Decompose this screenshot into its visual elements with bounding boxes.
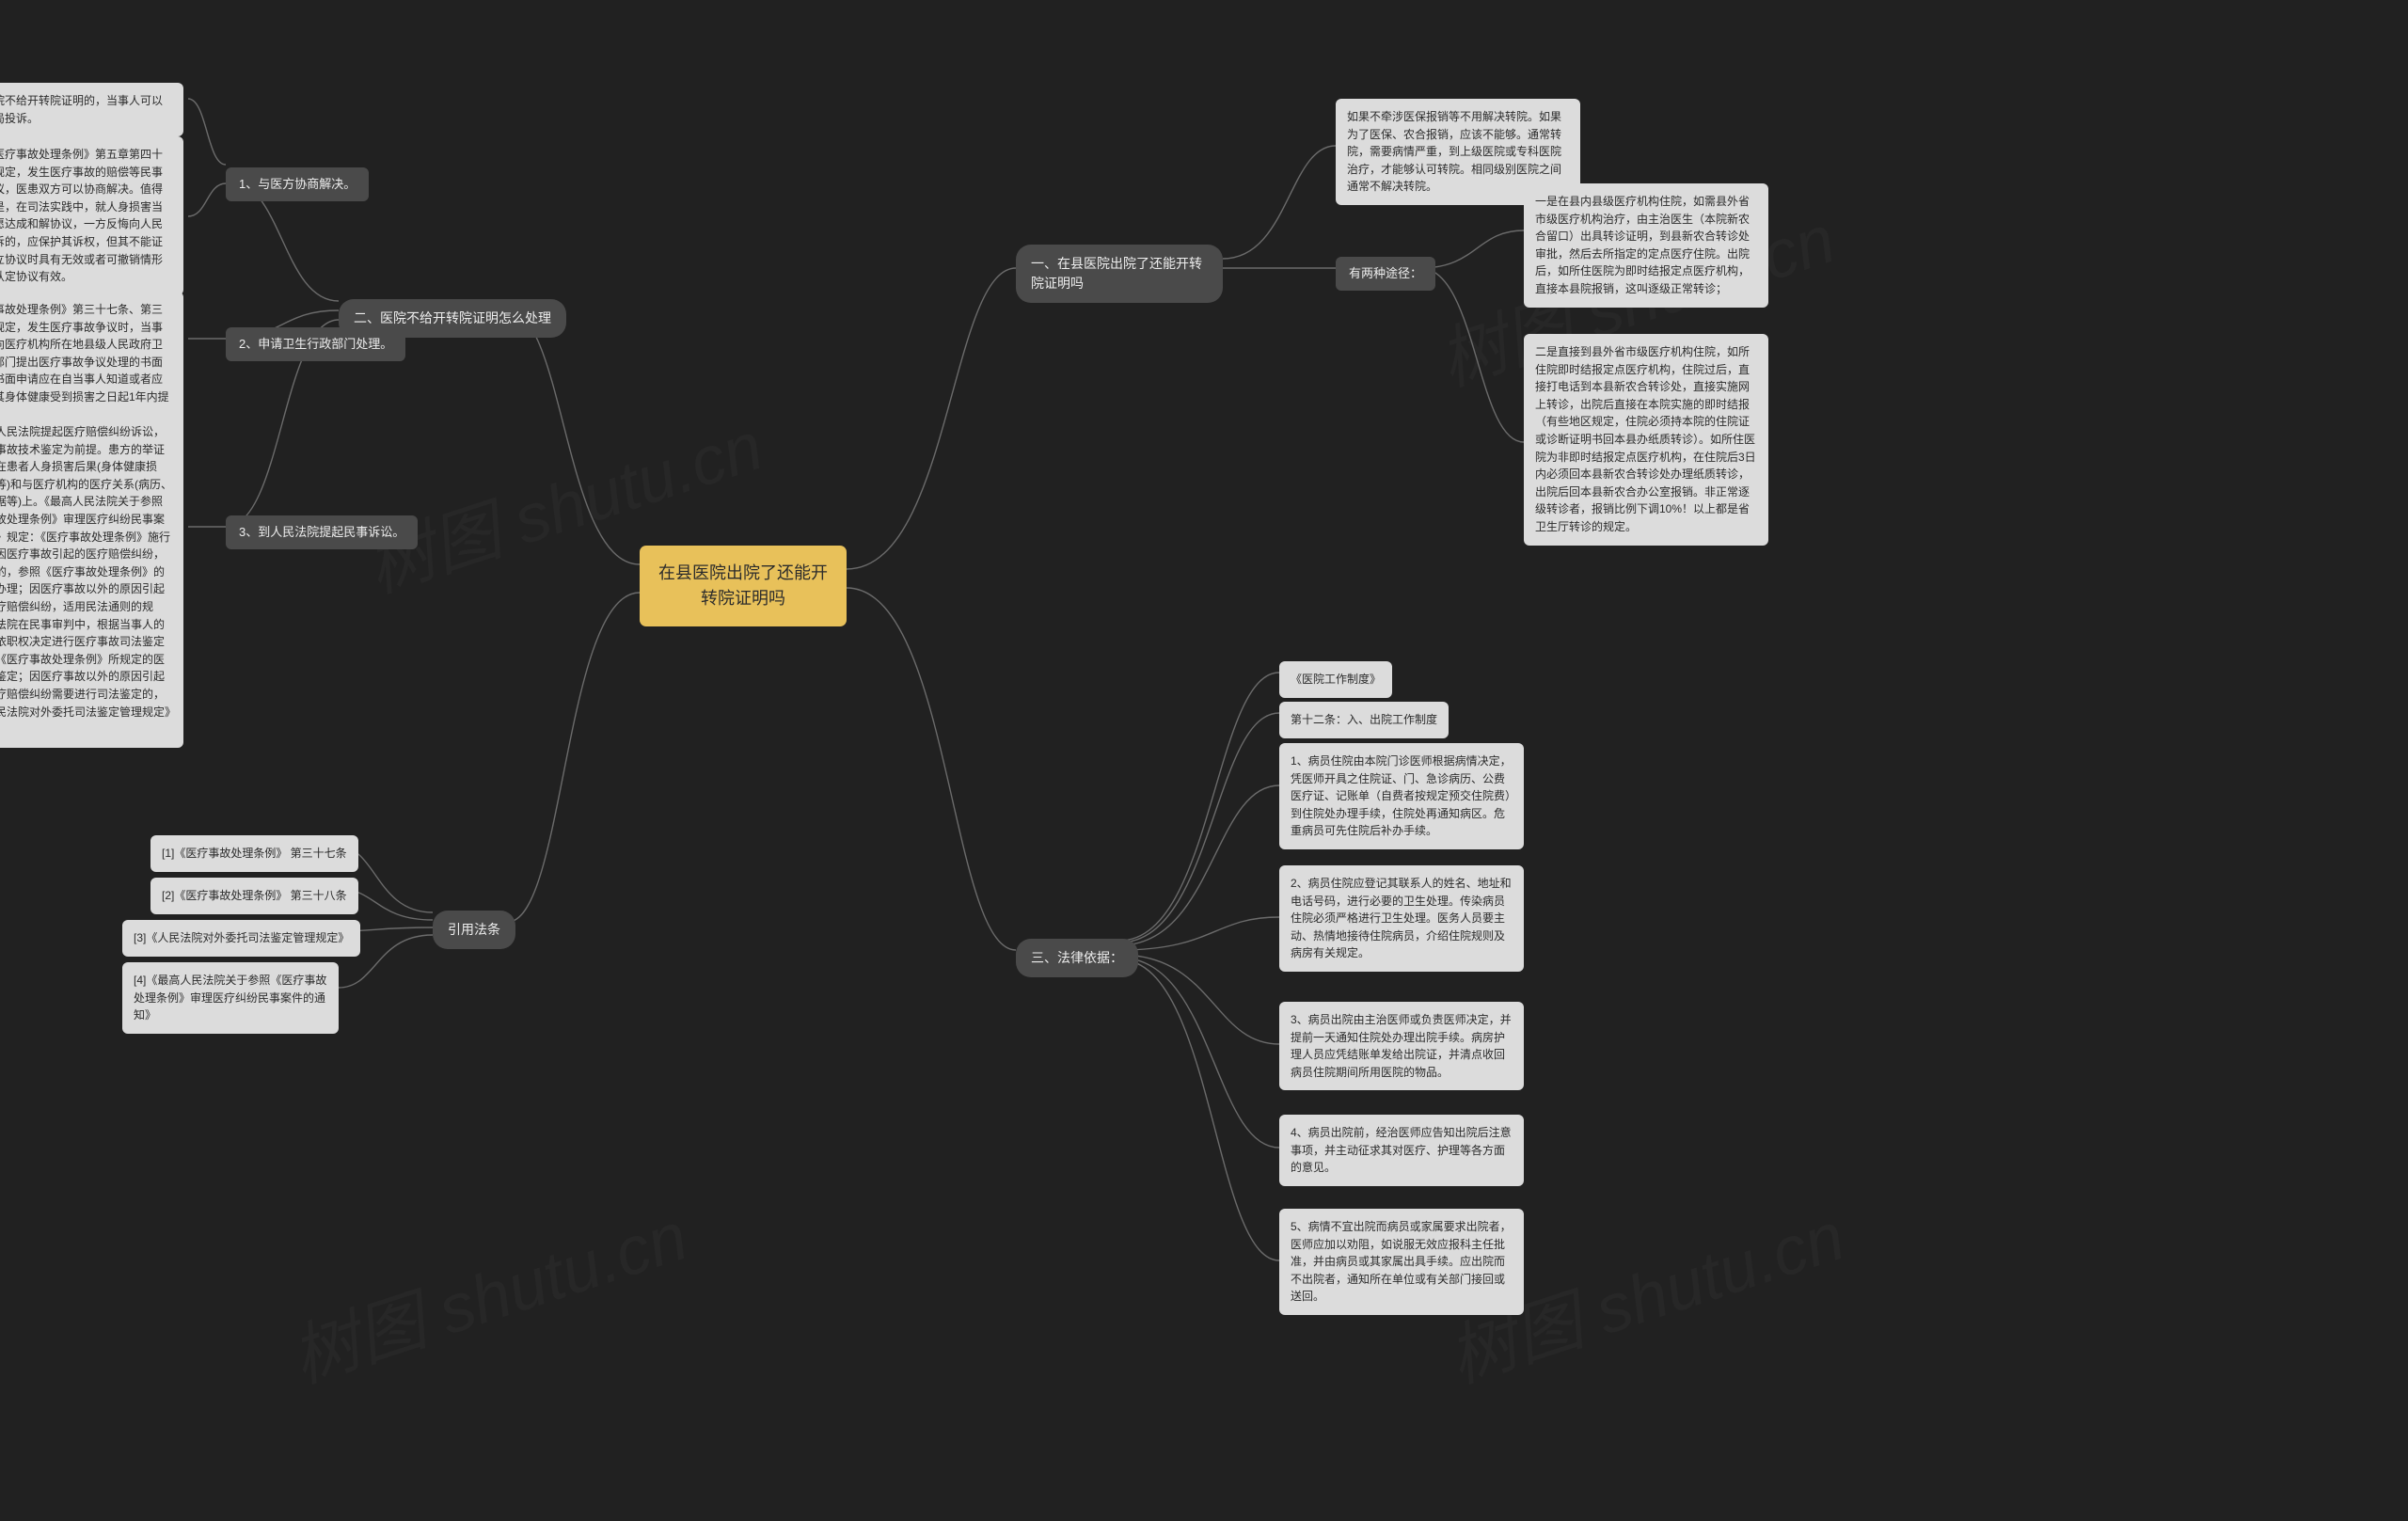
mindmap-edges (0, 0, 2408, 1521)
branch2-sub3[interactable]: 3、到人民法院提起民事诉讼。 (226, 515, 418, 549)
branch3-leaf-c: 1、病员住院由本院门诊医师根据病情决定，凭医师开具之住院证、门、急诊病历、公费医… (1279, 743, 1524, 849)
branch2-leaf1b: 依据《医疗事故处理条例》第五章第四十六条之规定，发生医疗事故的赔偿等民事责任争议… (0, 136, 183, 295)
branch2-leaf2: 《医疗事故处理条例》第三十七条、第三十八条规定，发生医疗事故争议时，当事人可以向… (0, 292, 183, 433)
branch4-leaf4: [4]《最高人民法院关于参照《医疗事故处理条例》审理医疗纠纷民事案件的通知》 (122, 962, 339, 1034)
branch3-leaf-g: 5、病情不宜出院而病员或家属要求出院者，医师应加以劝阻，如说服无效应报科主任批准… (1279, 1209, 1524, 1315)
branch-4[interactable]: 引用法条 (433, 911, 515, 949)
branch2-leaf3: 目前，到人民法院提起医疗赔偿纠纷诉讼，不以医疗事故技术鉴定为前提。患方的举证责任… (0, 414, 183, 748)
branch3-leaf-d: 2、病员住院应登记其联系人的姓名、地址和电话号码，进行必要的卫生处理。传染病员住… (1279, 865, 1524, 972)
branch3-leaf-a: 《医院工作制度》 (1279, 661, 1392, 698)
root-node[interactable]: 在县医院出院了还能开转院证明吗 (640, 546, 847, 626)
branch4-leaf3: [3]《人民法院对外委托司法鉴定管理规定》 (122, 920, 360, 957)
watermark: 树图 shutu.cn (277, 1180, 697, 1402)
branch4-leaf2: [2]《医疗事故处理条例》 第三十八条 (150, 878, 358, 914)
branch3-leaf-f: 4、病员出院前，经治医师应告知出院后注意事项，并主动征求其对医疗、护理等各方面的… (1279, 1115, 1524, 1186)
branch2-sub2[interactable]: 2、申请卫生行政部门处理。 (226, 327, 405, 361)
branch4-leaf1: [1]《医疗事故处理条例》 第三十七条 (150, 835, 358, 872)
branch1-leaf-b1: 一是在县内县级医疗机构住院，如需县外省市级医疗机构治疗，由主治医生（本院新农合留… (1524, 183, 1768, 308)
branch3-leaf-e: 3、病员出院由主治医师或负责医师决定，并提前一天通知住院处办理出院手续。病房护理… (1279, 1002, 1524, 1090)
branch2-sub1[interactable]: 1、与医方协商解决。 (226, 167, 369, 201)
branch-3[interactable]: 三、法律依据： (1016, 939, 1138, 977)
branch1-leaf-b2: 二是直接到县外省市级医疗机构住院，如所住院即时结报定点医疗机构，住院过后，直接打… (1524, 334, 1768, 546)
branch3-leaf-b: 第十二条：入、出院工作制度 (1279, 702, 1449, 738)
branch1-sub-b[interactable]: 有两种途径： (1336, 257, 1435, 291)
branch-1[interactable]: 一、在县医院出院了还能开转院证明吗 (1016, 245, 1223, 303)
branch2-leaf1a: 如果医院不给开转院证明的，当事人可以向卫生局投诉。 (0, 83, 183, 136)
